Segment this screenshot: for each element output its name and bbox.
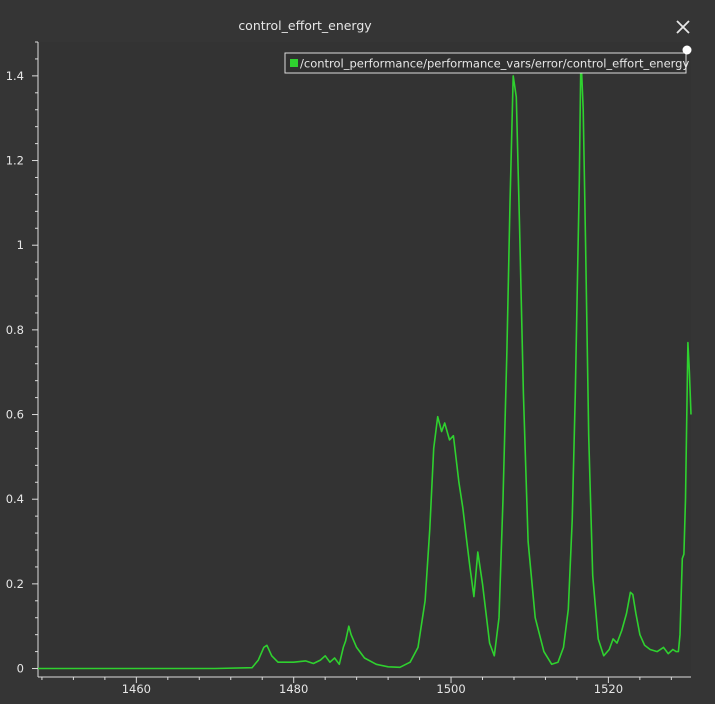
y-tick-label: 0.8 [6,323,24,337]
y-tick-label: 0.6 [6,408,24,422]
y-tick-label: 1 [17,238,24,252]
y-tick-label: 0.2 [6,577,24,591]
series-line-0 [38,53,692,670]
x-tick-label: 1480 [279,682,308,696]
legend-label: /control_performance/performance_vars/er… [300,57,689,71]
y-ticks: 0 0.2 0.4 0.6 0.8 1 1.2 1.4 [6,41,38,676]
x-ticks: 1460 1480 1500 1520 [41,677,672,696]
x-tick-label: 1500 [436,682,465,696]
x-tick-label: 1520 [594,682,623,696]
chart-title: control_effort_energy [238,18,372,33]
y-tick-label: 0.4 [6,492,24,506]
legend[interactable]: /control_performance/performance_vars/er… [284,52,689,74]
legend-box [284,52,687,74]
legend-drag-handle[interactable] [682,45,692,55]
series-group [38,53,692,670]
y-tick-label: 1.2 [6,154,24,168]
close-icon[interactable] [672,16,694,38]
x-tick-label: 1460 [122,682,151,696]
y-tick-label: 1.4 [6,69,24,83]
y-tick-label: 0 [17,662,24,676]
legend-swatch [290,59,298,67]
plot-background [38,42,691,677]
